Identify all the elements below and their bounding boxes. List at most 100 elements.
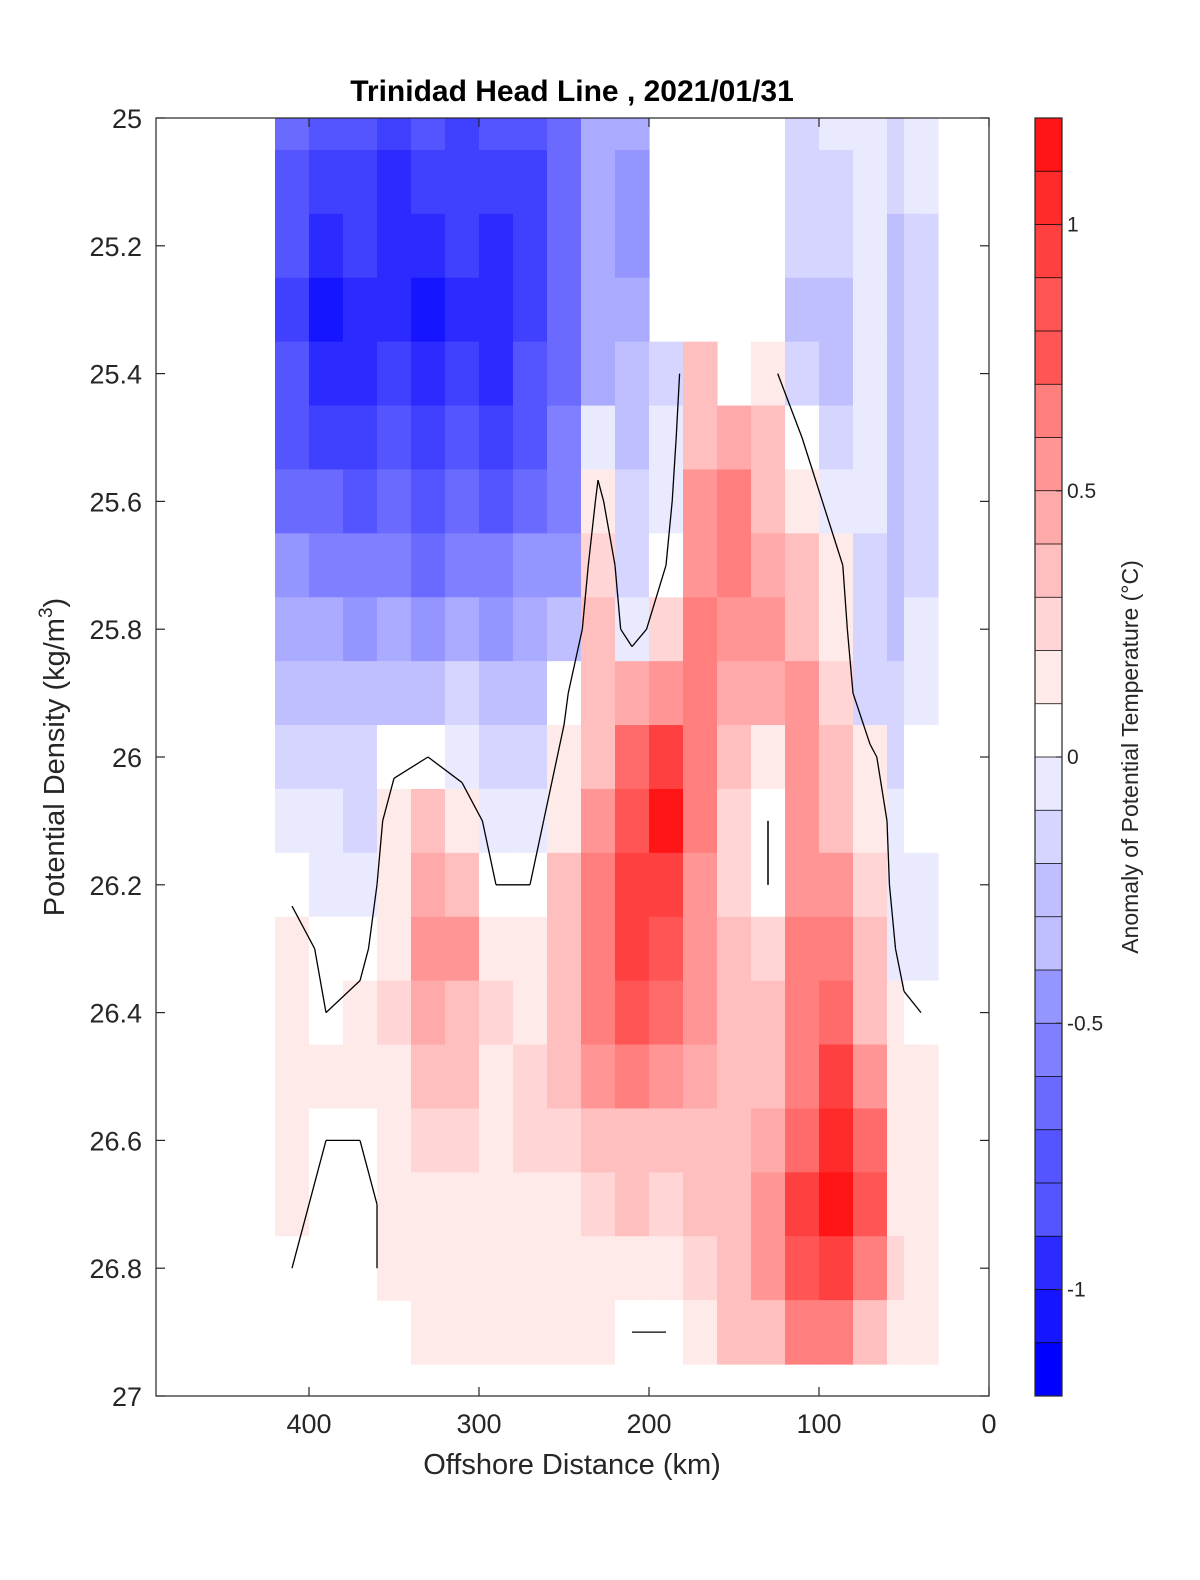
zero-contour-segment (359, 948, 370, 981)
heatmap-cell (853, 1108, 888, 1173)
x-tick-label: 400 (286, 1409, 331, 1439)
heatmap-cell (479, 277, 514, 343)
heatmap-cell (445, 852, 480, 918)
colorbar-swatch (1035, 118, 1062, 172)
heatmap-cell (479, 533, 514, 598)
heatmap-cell (751, 341, 786, 407)
heatmap-cell (649, 1044, 684, 1110)
heatmap-cell (904, 1044, 939, 1110)
zero-contour-segment (376, 820, 384, 885)
heatmap-cell (819, 1044, 854, 1110)
heatmap-cell (853, 213, 888, 279)
heatmap-cell (581, 980, 616, 1046)
heatmap-cell (309, 341, 344, 407)
heatmap-cell (411, 118, 446, 151)
heatmap-cell (615, 661, 650, 726)
colorbar-swatch (1035, 277, 1062, 332)
heatmap-cell (853, 980, 888, 1046)
heatmap-cell (717, 725, 752, 790)
colorbar-swatch (1035, 437, 1062, 492)
heatmap-cell (411, 341, 446, 407)
heatmap-cell (377, 980, 412, 1046)
colorbar-swatch (1035, 1183, 1062, 1237)
heatmap-cell (717, 533, 752, 598)
zero-contour-segment (567, 629, 583, 694)
heatmap-cell (853, 661, 888, 726)
zero-contour-segment (594, 480, 599, 502)
y-axis: 25 25.2 25.4 25.6 25.8 26 26.2 26.4 26.6 26.8 27 (89, 104, 989, 1412)
heatmap-cell (683, 405, 718, 471)
heatmap-cell (904, 277, 939, 343)
heatmap-cell (547, 118, 582, 151)
zero-contour-segment (614, 565, 622, 630)
heatmap-cell (853, 1300, 888, 1365)
heatmap-cell (581, 277, 616, 343)
heatmap-cell (904, 1300, 939, 1365)
heatmap-cell (904, 1108, 939, 1173)
heatmap-cell (785, 533, 820, 598)
heatmap-cell (513, 1300, 548, 1365)
heatmap-cell (513, 661, 548, 726)
heatmap-cell (904, 149, 939, 215)
heatmap-cell (853, 405, 888, 471)
zero-contour-segment (314, 948, 327, 1013)
heatmap-cell (547, 1300, 582, 1365)
heatmap-cell (343, 469, 378, 534)
heatmap-cell (513, 277, 548, 343)
heatmap-cell (649, 597, 684, 662)
heatmap-cell (445, 597, 480, 662)
heatmap-cell (649, 469, 684, 534)
heatmap-cell (853, 788, 888, 854)
heatmap-cell (785, 118, 820, 151)
heatmap-cell (581, 341, 616, 407)
heatmap-cell (343, 341, 378, 407)
chart-title: Trinidad Head Line , 2021/01/31 (350, 75, 794, 108)
heatmap-cell (717, 1236, 752, 1301)
heatmap-cell (547, 788, 582, 854)
heatmap-cell (581, 213, 616, 279)
heatmap-cell (904, 1172, 939, 1237)
heatmap-cell (411, 149, 446, 215)
zero-contour-segment (886, 820, 891, 885)
heatmap-cell (513, 980, 548, 1046)
heatmap-cell (785, 980, 820, 1046)
zero-contour-segment (675, 373, 681, 438)
heatmap-cell (547, 1044, 582, 1110)
heatmap-cell (309, 1044, 344, 1110)
heatmap-cell (785, 149, 820, 215)
heatmap-cell (547, 533, 582, 598)
zero-contour-segment (325, 980, 361, 1014)
heatmap-cell (343, 1236, 378, 1301)
heatmap-cell (751, 1108, 786, 1173)
heatmap-cell (547, 661, 582, 726)
colorbar-swatch (1035, 970, 1062, 1024)
heatmap-cell (445, 788, 480, 854)
heatmap-cell (479, 213, 514, 279)
heatmap-cell (717, 788, 752, 854)
heatmap-cell (309, 277, 344, 343)
heatmap-cell (411, 1300, 446, 1365)
heatmap-cell (581, 661, 616, 726)
heatmap-cell (445, 725, 480, 790)
heatmap-cell (377, 1108, 412, 1173)
heatmap-cell (343, 277, 378, 343)
heatmap-cell (343, 597, 378, 662)
heatmap-cell (411, 469, 446, 534)
heatmap-cell (275, 980, 310, 1046)
heatmap-cell (479, 1300, 514, 1365)
heatmap-cell (309, 533, 344, 598)
heatmap-cells (275, 118, 939, 1365)
heatmap-cell (343, 405, 378, 471)
colorbar-swatch (1035, 1129, 1062, 1184)
heatmap-cell (904, 405, 939, 471)
zero-contour-segment (461, 782, 483, 822)
heatmap-cell (615, 1236, 650, 1301)
heatmap-cell (513, 405, 548, 471)
heatmap-cell (904, 597, 939, 662)
heatmap-cell (904, 980, 939, 1046)
heatmap-cell (377, 118, 412, 151)
heatmap-cell (377, 213, 412, 279)
heatmap-cell (683, 341, 718, 407)
zero-contour-segment (846, 629, 854, 694)
heatmap-cell (615, 469, 650, 534)
